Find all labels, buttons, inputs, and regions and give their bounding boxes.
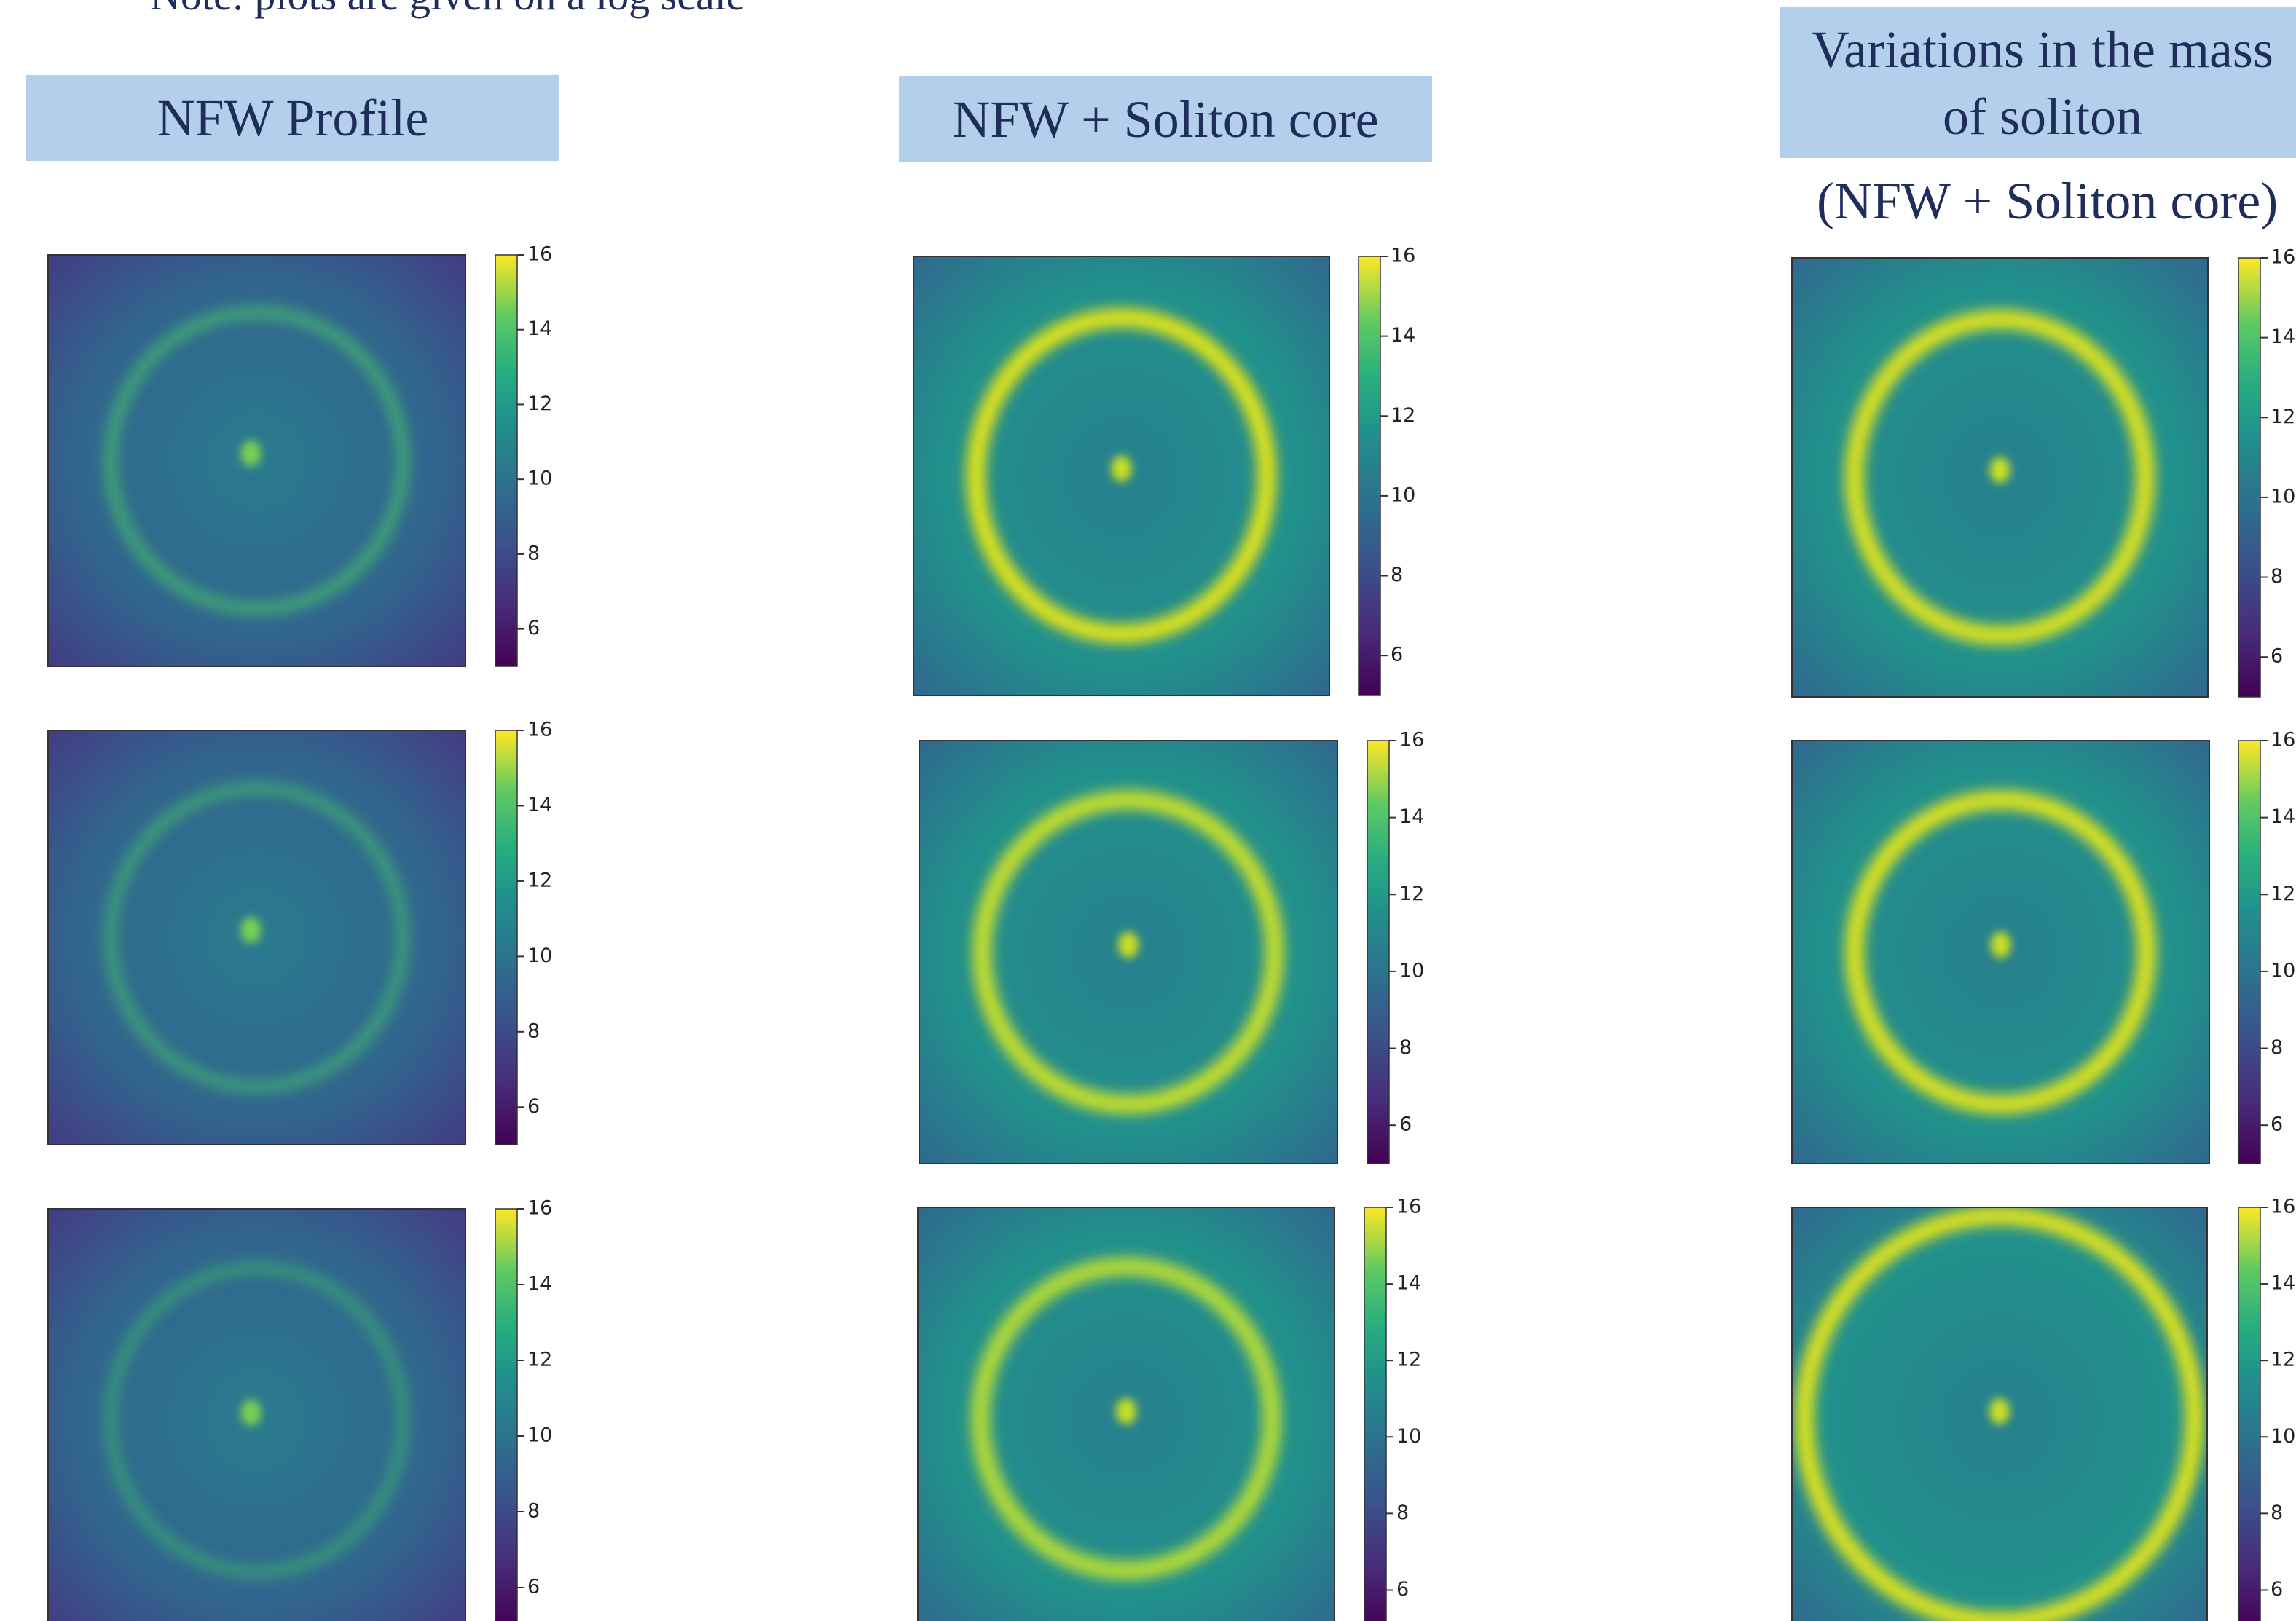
colorbar [495, 255, 517, 666]
colorbar [1364, 1207, 1386, 1621]
colorbar-tick-label: 16 [2271, 1196, 2295, 1218]
colorbar-tick-label: 10 [1391, 484, 1415, 506]
colorbar-tick-label: 8 [527, 1500, 540, 1523]
colorbar-tick-label: 16 [2271, 246, 2295, 269]
heatmap [48, 255, 465, 666]
heatmap-panel: 6 8 10 12 14 16 [1792, 729, 2295, 1164]
colorbar-tick-label: 12 [1399, 883, 1424, 905]
colorbar-tick-label: 6 [2271, 645, 2283, 668]
colorbar-tick-label: 6 [527, 617, 540, 639]
colorbar-tick-label: 10 [1396, 1425, 1421, 1448]
colorbar-tick-label: 8 [1396, 1502, 1409, 1524]
heatmap [919, 741, 1337, 1164]
colorbar-tick-label: 8 [2271, 1036, 2283, 1059]
central-image [241, 1400, 262, 1426]
central-image [241, 441, 262, 467]
colorbar-tick-label: 6 [2271, 1113, 2283, 1136]
heatmap-panel: 6 8 10 12 14 16 [913, 245, 1415, 696]
colorbar-tick-label: 14 [1391, 324, 1415, 347]
colorbar-tick-label: 14 [2271, 1272, 2295, 1295]
heatmap-panel: 6 8 10 12 14 16 [1792, 1196, 2295, 1621]
colorbar-tick-label: 16 [527, 719, 552, 741]
colorbar [495, 1209, 517, 1621]
heatmap [1792, 258, 2208, 697]
colorbar-tick-label: 6 [1396, 1578, 1409, 1601]
colorbar-tick-label: 10 [2271, 959, 2295, 982]
colorbar-tick-label: 16 [527, 243, 552, 266]
colorbar [1359, 256, 1380, 695]
colorbar [2238, 258, 2260, 697]
heatmap [48, 1209, 465, 1621]
central-image [1118, 932, 1139, 958]
colorbar-tick-label: 16 [1399, 729, 1424, 752]
heatmap-panel: 6 8 10 12 14 16 [48, 243, 552, 667]
heatmap [1792, 1207, 2207, 1621]
colorbar-tick-label: 6 [2271, 1578, 2283, 1601]
colorbar-tick-label: 10 [527, 468, 552, 490]
colorbar-tick-label: 6 [527, 1095, 540, 1118]
colorbar-tick-label: 8 [1391, 564, 1403, 586]
colorbar-tick-label: 14 [527, 318, 552, 340]
colorbar-tick-label: 8 [527, 542, 540, 564]
colorbar-tick-label: 8 [1399, 1036, 1412, 1059]
central-image [1991, 932, 2011, 958]
heatmap [1792, 741, 2209, 1164]
colorbar-tick-label: 14 [2271, 326, 2295, 348]
slide: Note: plots are given on a log scale NFW… [0, 0, 2296, 1621]
colorbar-tick-label: 14 [527, 794, 552, 816]
heatmap [918, 1207, 1334, 1621]
colorbar-tick-label: 12 [527, 869, 552, 891]
colorbar-tick-label: 6 [1399, 1113, 1412, 1136]
central-image [241, 918, 262, 944]
heatmap-panel: 6 8 10 12 14 16 [919, 729, 1424, 1164]
colorbar-tick-label: 12 [1396, 1349, 1421, 1371]
central-image [1990, 457, 2010, 484]
colorbar-tick-label: 6 [1391, 644, 1403, 666]
colorbar [2238, 741, 2260, 1164]
colorbar [2238, 1207, 2260, 1621]
colorbar-tick-label: 10 [527, 944, 552, 967]
colorbar-tick-label: 12 [2271, 883, 2295, 905]
colorbar-tick-label: 16 [1396, 1196, 1421, 1218]
colorbar-tick-label: 14 [2271, 805, 2295, 828]
heatmap [48, 730, 465, 1145]
heatmap-panel: 6 8 10 12 14 16 [1792, 246, 2295, 698]
central-image [1116, 1398, 1136, 1424]
colorbar-tick-label: 10 [2271, 1425, 2295, 1448]
heatmap-panel: 6 8 10 12 14 16 [918, 1196, 1421, 1621]
plots: 6 8 10 12 14 16 6 8 10 12 14 16 6 8 10 12 14 16 6 8 10 12 14 16… [0, 0, 2296, 1621]
colorbar-tick-label: 6 [527, 1576, 540, 1598]
colorbar [1367, 741, 1389, 1164]
colorbar-tick-label: 8 [527, 1019, 540, 1042]
colorbar-tick-label: 8 [2271, 565, 2283, 588]
heatmap [913, 256, 1329, 695]
colorbar-tick-label: 16 [1391, 245, 1415, 267]
heatmap-panel: 6 8 10 12 14 16 [48, 719, 552, 1145]
colorbar-tick-label: 12 [2271, 1349, 2295, 1371]
colorbar-tick-label: 14 [527, 1273, 552, 1295]
colorbar-tick-label: 12 [2271, 406, 2295, 428]
colorbar-tick-label: 12 [527, 393, 552, 415]
central-image [1112, 456, 1132, 482]
heatmap-panel: 6 8 10 12 14 16 [48, 1197, 552, 1621]
colorbar-tick-label: 10 [2271, 485, 2295, 508]
colorbar-tick-label: 8 [2271, 1502, 2283, 1524]
colorbar-tick-label: 12 [527, 1349, 552, 1371]
colorbar-tick-label: 12 [1391, 404, 1415, 427]
colorbar [495, 730, 517, 1145]
colorbar-tick-label: 16 [2271, 729, 2295, 752]
colorbar-tick-label: 16 [527, 1197, 552, 1220]
central-image [1989, 1398, 2010, 1424]
colorbar-tick-label: 14 [1396, 1272, 1421, 1295]
colorbar-tick-label: 10 [1399, 959, 1424, 982]
colorbar-tick-label: 14 [1399, 805, 1424, 828]
colorbar-tick-label: 10 [527, 1424, 552, 1447]
